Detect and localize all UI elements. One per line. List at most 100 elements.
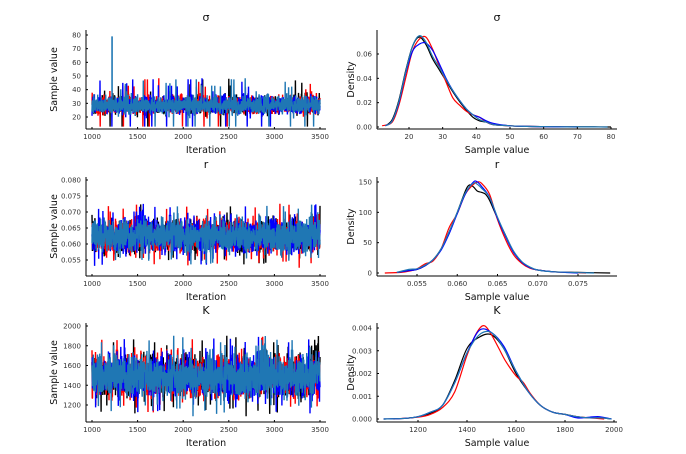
sigma-density-title: σ — [494, 11, 501, 24]
trace-chain-4 — [91, 204, 321, 265]
y-tick-label: 0.070 — [61, 209, 81, 217]
K-density-ylabel: Density — [346, 354, 357, 390]
x-tick-label: 3000 — [265, 133, 283, 141]
K-trace-panel: K 1000 1500 2000 2500 3000 3500 1200 1400 1600 180… — [49, 304, 329, 449]
sigma-trace-ylabel: Sample value — [49, 47, 60, 112]
y-tick-label: 0.000 — [352, 416, 372, 424]
y-tick-label: 70 — [72, 45, 81, 53]
r-trace-title: r — [204, 158, 209, 171]
y-tick-label: 0.075 — [61, 193, 81, 201]
y-tick-label: 0.02 — [356, 99, 372, 107]
r-trace-xlabel: Iteration — [186, 292, 226, 303]
density-chain2 — [384, 181, 587, 274]
x-tick-label: 50 — [506, 133, 515, 141]
y-tick-label: 80 — [72, 32, 81, 40]
x-tick-label: 3000 — [265, 426, 283, 434]
y-tick-label: 20 — [72, 114, 81, 122]
y-tick-label: 0.04 — [356, 75, 372, 83]
sigma-density-ylabel: Density — [346, 61, 357, 97]
x-tick-label: 1800 — [556, 426, 574, 434]
sigma-trace-xlabel: Iteration — [186, 145, 226, 156]
y-tick-label: 0.001 — [352, 393, 372, 401]
K-density-title: K — [493, 304, 501, 317]
K-trace-title: K — [202, 304, 210, 317]
x-tick-label: 2000 — [605, 426, 623, 434]
y-tick-label: 30 — [72, 100, 81, 108]
y-tick-label: 0.00 — [356, 124, 372, 132]
r-trace-panel: r 1000 1500 2000 2500 3000 3500 0.055 0.060 0.065… — [49, 158, 329, 303]
x-tick-label: 2500 — [220, 426, 238, 434]
r-density-panel: r 0.055 0.060 0.065 0.070 0.075 0 50 100 150 Sampl… — [346, 158, 617, 303]
y-tick-label: 60 — [72, 59, 81, 67]
density-chain3 — [383, 328, 612, 420]
y-tick-label: 1200 — [63, 402, 81, 410]
x-tick-label: 0.070 — [528, 280, 548, 288]
r-density-title: r — [495, 158, 500, 171]
trace-chain-4 — [91, 78, 321, 127]
density-chain4 — [383, 330, 612, 420]
y-tick-label: 50 — [72, 73, 81, 81]
K-density-panel: K 1200 1400 1600 1800 2000 0.000 0.001 0.002 0.00… — [346, 304, 623, 449]
x-tick-label: 3500 — [311, 133, 329, 141]
y-tick-label: 100 — [359, 209, 372, 217]
x-tick-label: 40 — [472, 133, 481, 141]
y-tick-label: 150 — [359, 179, 372, 187]
y-tick-label: 0.065 — [61, 225, 81, 233]
density-chain4 — [385, 35, 608, 128]
K-density-xlabel: Sample value — [465, 438, 530, 449]
x-tick-label: 1000 — [83, 133, 101, 141]
x-tick-label: 0.055 — [407, 280, 427, 288]
K-trace-ylabel: Sample value — [49, 340, 60, 405]
sigma-density-data — [381, 35, 612, 128]
y-tick-label: 2000 — [63, 323, 81, 331]
x-tick-label: 30 — [438, 133, 447, 141]
x-tick-label: 1000 — [83, 280, 101, 288]
r-trace-data — [91, 203, 321, 268]
sigma-trace-title: σ — [203, 11, 210, 24]
r-density-ylabel: Density — [346, 208, 357, 244]
x-tick-label: 0.060 — [447, 280, 467, 288]
x-tick-label: 1000 — [83, 426, 101, 434]
sigma-trace-data — [91, 36, 321, 127]
r-density-xlabel: Sample value — [465, 292, 530, 303]
x-tick-label: 1500 — [129, 280, 147, 288]
x-tick-label: 1500 — [129, 426, 147, 434]
K-trace-xlabel: Iteration — [186, 438, 226, 449]
r-density-data — [384, 180, 611, 274]
x-tick-label: 2500 — [220, 280, 238, 288]
K-trace-data — [91, 335, 321, 417]
y-tick-label: 50 — [363, 239, 372, 247]
x-tick-label: 0.075 — [568, 280, 588, 288]
sigma-density-xlabel: Sample value — [465, 145, 530, 156]
y-tick-label: 0 — [368, 270, 372, 278]
x-tick-label: 2000 — [174, 133, 192, 141]
y-tick-label: 1400 — [63, 382, 81, 390]
y-tick-label: 0.002 — [352, 370, 372, 378]
x-tick-label: 1600 — [507, 426, 525, 434]
y-tick-label: 0.06 — [356, 51, 372, 59]
K-density-data — [383, 325, 612, 420]
y-tick-label: 40 — [72, 86, 81, 94]
x-tick-label: 3000 — [265, 280, 283, 288]
density-chain4 — [396, 182, 595, 274]
y-tick-label: 1600 — [63, 362, 81, 370]
x-tick-label: 80 — [607, 133, 616, 141]
y-tick-label: 0.004 — [352, 325, 373, 333]
y-tick-label: 0.003 — [352, 347, 372, 355]
density-chain1 — [385, 36, 612, 128]
x-tick-label: 3500 — [311, 280, 329, 288]
sigma-trace-panel: σ 1000 1500 2000 2500 3000 3500 20 30 40 50 60 70 80 I… — [49, 11, 329, 156]
y-tick-label: 0.080 — [61, 177, 81, 185]
r-trace-ylabel: Sample value — [49, 194, 60, 259]
x-tick-label: 3500 — [311, 426, 329, 434]
density-chain3 — [385, 41, 578, 128]
x-tick-label: 20 — [405, 133, 414, 141]
x-tick-label: 0.065 — [487, 280, 507, 288]
x-tick-label: 60 — [539, 133, 548, 141]
y-tick-label: 0.060 — [61, 241, 81, 249]
sigma-density-panel: σ 20 30 40 50 60 70 80 0.00 0.02 0.04 0.06 Sample va… — [346, 11, 617, 156]
x-tick-label: 1400 — [458, 426, 476, 434]
x-tick-label: 2500 — [220, 133, 238, 141]
x-tick-label: 2000 — [174, 426, 192, 434]
